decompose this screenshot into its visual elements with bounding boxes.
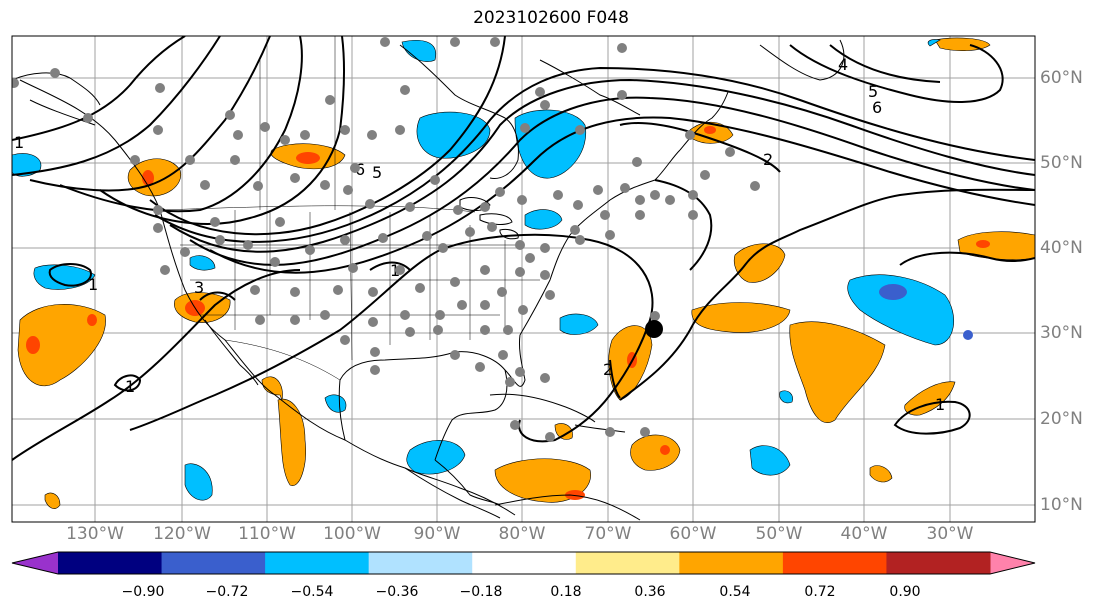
colorbar-cell xyxy=(265,552,370,574)
contour-label: 1 xyxy=(88,275,98,294)
lon-label: 120°W xyxy=(153,524,211,544)
colorbar-cell xyxy=(472,552,577,574)
colorbar-tick-label: −0.90 xyxy=(121,584,165,600)
colorbar-tick-label: 0.72 xyxy=(804,584,836,600)
contour-label: 1 xyxy=(935,395,945,414)
colorbar-cell xyxy=(575,552,680,574)
lat-label: 20°N xyxy=(1040,409,1083,429)
lon-label: 60°W xyxy=(669,524,717,544)
lon-label: 80°W xyxy=(498,524,546,544)
contour-label: 4 xyxy=(838,55,848,74)
map-title: 2023102600 F048 xyxy=(473,8,629,28)
colorbar-tick-label: −0.54 xyxy=(290,584,334,600)
colorbar-extend-low xyxy=(12,552,58,574)
lon-label: 30°W xyxy=(926,524,974,544)
negative-anomaly-shading xyxy=(12,39,954,501)
storm-center-marker xyxy=(645,320,663,338)
lat-label: 50°N xyxy=(1040,153,1083,173)
colorbar-tick-label: 0.54 xyxy=(719,584,751,600)
colorbar-cell xyxy=(782,552,887,574)
lat-label: 30°N xyxy=(1040,323,1083,343)
colorbar-extend-high xyxy=(990,552,1035,574)
colorbar xyxy=(11,551,1036,575)
colorbar-cell xyxy=(368,552,473,574)
contour-label: 3 xyxy=(194,278,204,297)
contour-lines xyxy=(12,36,1035,461)
colorbar-cell xyxy=(161,552,266,574)
colorbar-cell xyxy=(58,552,163,574)
colorbar-cell xyxy=(679,552,784,574)
contour-label: 2 xyxy=(763,150,773,169)
station-markers xyxy=(12,37,760,442)
lon-label: 40°W xyxy=(840,524,888,544)
map-frame xyxy=(11,35,1036,523)
lat-label: 10°N xyxy=(1040,495,1083,515)
colorbar-tick-label: −0.18 xyxy=(459,584,503,600)
lon-label: 50°W xyxy=(755,524,803,544)
lon-label: 90°W xyxy=(413,524,461,544)
colorbar-tick-label: −0.36 xyxy=(375,584,419,600)
lat-label: 60°N xyxy=(1040,68,1083,88)
lat-label: 40°N xyxy=(1040,238,1083,258)
contour-label: 5 xyxy=(868,82,878,101)
contour-label: 5 xyxy=(372,163,382,182)
contour-label: 2 xyxy=(603,360,613,379)
contour-label: 1 xyxy=(125,377,135,396)
colorbar-tick-label: 0.36 xyxy=(634,584,666,600)
contour-label: 6 xyxy=(355,160,365,179)
lon-label: 110°W xyxy=(238,524,296,544)
lon-label: 130°W xyxy=(66,524,124,544)
colorbar-cell xyxy=(886,552,991,574)
colorbar-tick-label: −0.72 xyxy=(205,584,249,600)
lon-label: 100°W xyxy=(323,524,381,544)
colorbar-tick-label: 0.90 xyxy=(889,584,921,600)
strong-negative-shading xyxy=(879,284,973,340)
contour-label: 6 xyxy=(872,98,882,117)
contour-label: 1 xyxy=(14,133,24,152)
lon-label: 70°W xyxy=(584,524,632,544)
colorbar-tick-label: 0.18 xyxy=(550,584,582,600)
